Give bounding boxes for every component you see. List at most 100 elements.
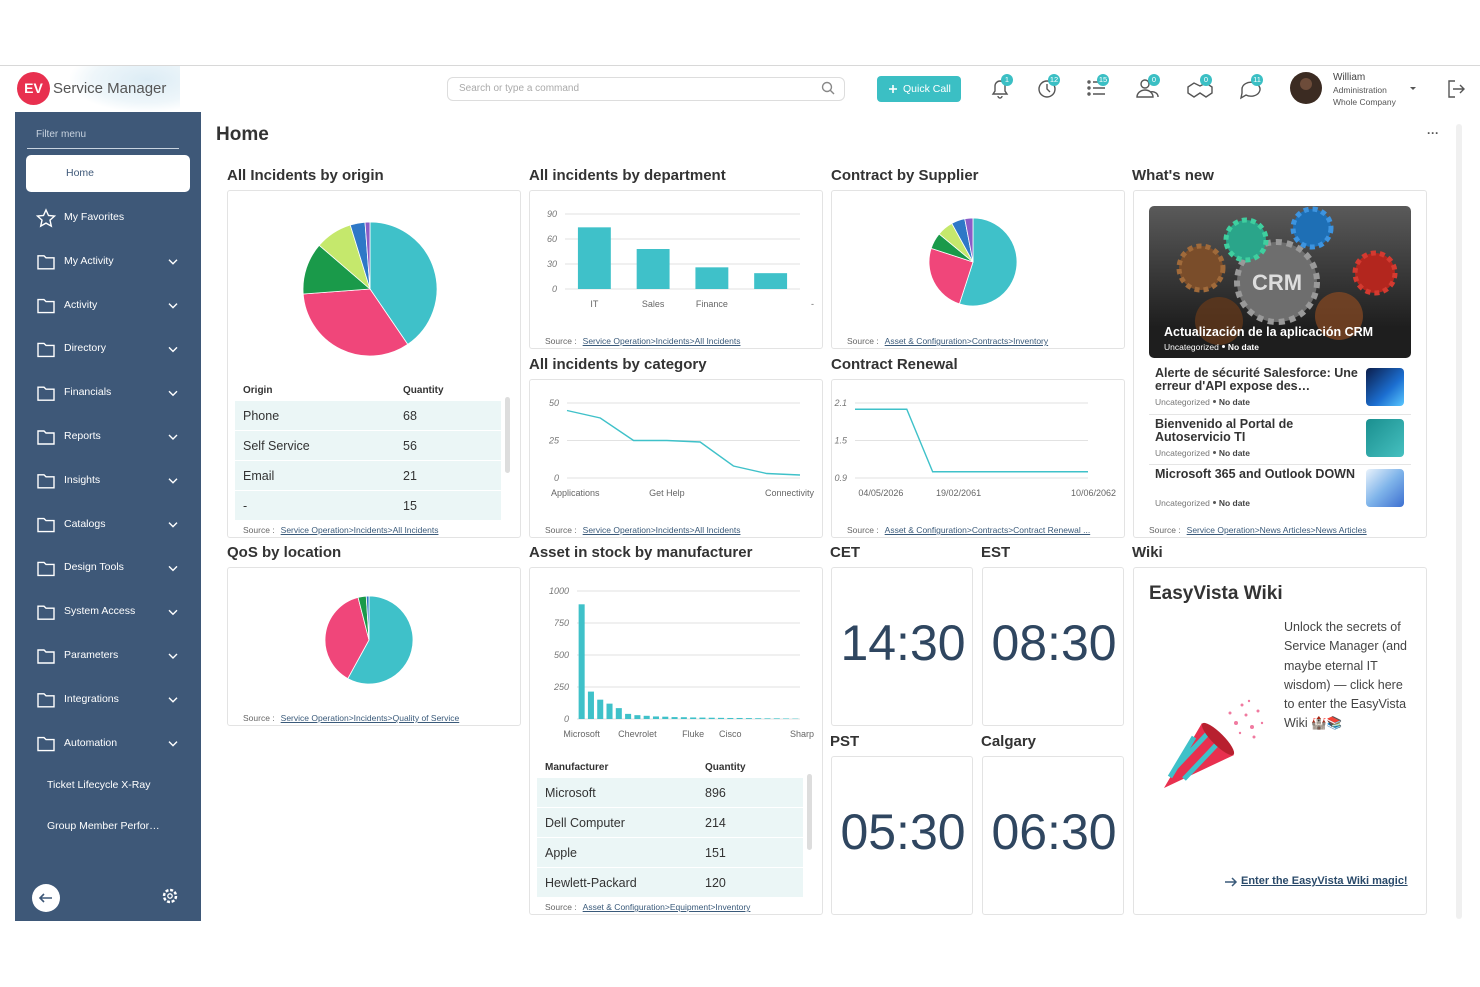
sidebar-item[interactable]: Insights [64, 473, 101, 486]
source-label: Source : [545, 902, 577, 912]
source-label: Source : [545, 525, 577, 535]
folder-icon [37, 430, 55, 445]
sidebar-item[interactable]: Reports [64, 430, 101, 442]
table-cell: Microsoft [545, 786, 596, 800]
gear-inner [167, 893, 173, 899]
sidebar-link[interactable]: Ticket Lifecycle X-Ray [47, 779, 151, 791]
header-icons [821, 72, 1465, 104]
search-placeholder: Search or type a command [459, 83, 580, 94]
table-row [235, 401, 501, 430]
news-meta: Uncategorized No date [1155, 448, 1250, 458]
folder-icon [37, 693, 55, 708]
widget-title: All Incidents by origin [227, 167, 384, 184]
table-cell: Self Service [243, 439, 310, 453]
chevron-icon [168, 346, 178, 353]
sidebar-item[interactable]: Home [66, 167, 95, 179]
folder-icon [37, 605, 55, 620]
table-cell: 896 [705, 786, 726, 800]
source-label: Source : [847, 336, 879, 346]
settings-icon[interactable] [162, 888, 178, 904]
wiki-arrow [1225, 877, 1238, 887]
party-popper [1164, 699, 1264, 788]
news-title[interactable]: Alerte de sécurité Salesforce: Une erreu… [1155, 367, 1358, 393]
sidebar-item[interactable]: System Access [64, 605, 136, 618]
chat-icon[interactable] [1240, 81, 1261, 100]
sidebar-item[interactable]: Automation [64, 736, 118, 749]
table-scrollbar[interactable] [807, 774, 812, 850]
sidebar-icon [37, 736, 178, 752]
featured-meta: Uncategorized No date [1164, 342, 1259, 352]
widget-panel [529, 190, 823, 349]
page-menu[interactable]: ··· [1427, 126, 1439, 140]
table-cell: 15 [403, 499, 417, 513]
source-label: Source : [243, 525, 275, 535]
source-link[interactable]: Asset & Configuration>Equipment>Inventor… [582, 902, 751, 912]
sidebar-item[interactable]: Integrations [64, 692, 119, 705]
clock-panel: 08:30 [982, 567, 1124, 726]
table-row [537, 868, 803, 897]
widget-title: All incidents by category [529, 356, 707, 373]
sidebar-icon [37, 561, 178, 577]
clock-panel: 05:30 [831, 756, 973, 915]
search-box[interactable]: Search or type a command [447, 77, 845, 101]
source-label: Source : [847, 525, 879, 535]
sidebar-item[interactable]: Catalogs [64, 517, 106, 530]
logo[interactable]: EV [17, 72, 50, 105]
wiki-text[interactable]: Unlock the secrets of Service Manager (a… [1284, 620, 1407, 731]
chevron-icon [168, 697, 178, 703]
sidebar-item[interactable]: Directory [64, 342, 107, 355]
source-link[interactable]: Service Operation>News Articles>News Art… [1186, 525, 1367, 535]
sidebar-icon [35, 208, 57, 228]
news-title[interactable]: Microsoft 365 and Outlook DOWN [1155, 468, 1356, 481]
news-title[interactable]: Bienvenido al Portal de Autoservicio TI [1155, 417, 1294, 444]
user-caret[interactable] [1410, 87, 1416, 90]
chevron-icon [168, 434, 178, 440]
top-border [0, 65, 1480, 66]
source-link[interactable]: Service Operation>Incidents>Quality of S… [280, 713, 460, 723]
folder-icon [37, 561, 55, 577]
logout-icon[interactable] [1448, 80, 1465, 98]
filter-placeholder[interactable]: Filter menu [36, 129, 87, 140]
clock-time: 08:30 [991, 615, 1117, 671]
sidebar-link[interactable]: Group Member Perfor… [47, 820, 160, 832]
sidebar-item[interactable]: Parameters [64, 649, 119, 661]
handshake-icon[interactable] [1187, 82, 1213, 98]
table-scrollbar[interactable] [505, 397, 510, 473]
page-title: Home [216, 124, 269, 145]
list-icon[interactable] [1087, 80, 1105, 96]
news-meta: Uncategorized No date [1155, 397, 1250, 407]
table-cell: - [243, 499, 248, 513]
source-link[interactable]: Asset & Configuration>Contracts>Contract… [884, 525, 1091, 535]
avatar-face [1300, 78, 1312, 90]
source-link[interactable]: Asset & Configuration>Contracts>Inventor… [884, 336, 1049, 346]
chevron-icon [168, 390, 178, 397]
table-cell: 21 [403, 469, 417, 483]
widget-title: QoS by location [227, 544, 342, 561]
source-link[interactable]: Service Operation>Incidents>All Incident… [280, 525, 439, 535]
source-link[interactable]: Service Operation>Incidents>All Incident… [582, 525, 741, 535]
home-highlight [26, 155, 190, 192]
chevron-icon [168, 565, 178, 572]
news-category: Uncategorized [1155, 447, 1210, 458]
page-scrollbar[interactable] [1456, 124, 1462, 919]
bell-icon[interactable] [991, 80, 1009, 99]
folder-icon [37, 736, 55, 752]
widget-source: Source : Service Operation>Incidents>All … [243, 525, 511, 535]
folder-icon [37, 255, 55, 270]
widget-source: Source : Asset & Configuration>Contracts>… [847, 336, 1115, 346]
sidebar-item[interactable]: Design Tools [64, 561, 124, 574]
news-category: Uncategorized [1155, 498, 1210, 508]
notification-badge: 0 [1200, 74, 1212, 86]
source-link[interactable]: Service Operation>Incidents>All Incident… [582, 336, 741, 346]
sidebar-item[interactable]: My Activity [64, 254, 114, 267]
chevron-icon [168, 609, 178, 616]
featured-image[interactable]: CRM Actualización de la aplicación CRM U… [1149, 206, 1411, 358]
sidebar-item[interactable]: Financials [64, 386, 112, 399]
sidebar-item[interactable]: My Favorites [64, 211, 125, 223]
wiki-link[interactable]: Enter the EasyVista Wiki magic! [1241, 875, 1408, 887]
featured-category: Uncategorized [1164, 342, 1219, 352]
history-icon[interactable] [1038, 80, 1056, 98]
source-label: Source : [243, 713, 275, 723]
chevron-icon [168, 522, 178, 528]
sidebar-item[interactable]: Activity [64, 298, 98, 311]
